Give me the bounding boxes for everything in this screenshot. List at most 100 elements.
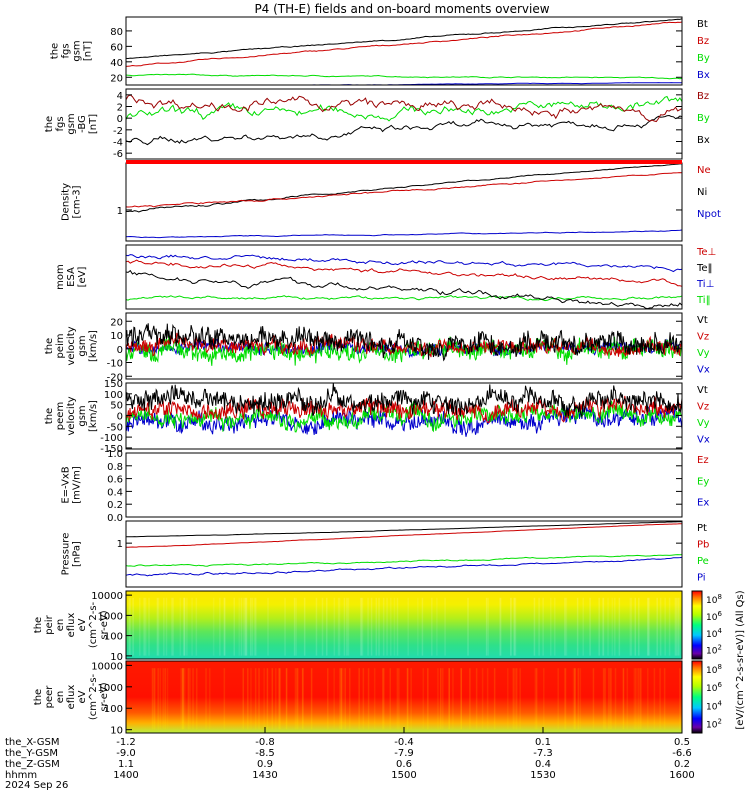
legend-label: Npot <box>697 209 721 220</box>
spectrogram-streak <box>437 668 439 730</box>
spectrogram-streak <box>564 668 567 730</box>
spectrogram-streak <box>493 668 496 730</box>
spectrogram-streak <box>278 668 280 730</box>
spectrogram-streak <box>386 597 388 656</box>
spectrogram-streak <box>607 597 609 656</box>
spectrogram-streak <box>295 597 298 656</box>
y-axis-label: [mV/m] <box>72 466 83 504</box>
panel-frame <box>125 590 683 660</box>
y-tick-label: -150 <box>100 444 123 455</box>
panel-3: 1 Ne Ni Npot Density [cm-3] <box>61 162 721 242</box>
y-axis-label: the <box>33 617 44 633</box>
spectrogram-streak <box>297 668 299 730</box>
spectrogram-streak <box>338 668 341 730</box>
spectrogram-streak <box>179 597 182 656</box>
spectrogram-streak <box>396 597 399 656</box>
y-tick-label: 0.6 <box>107 475 123 486</box>
series-line-Bt <box>125 18 683 60</box>
spectrogram-streak <box>285 668 288 730</box>
spectrogram-streak <box>360 597 362 656</box>
spectrogram-streak <box>340 668 343 730</box>
y-axis-label: the <box>33 689 44 705</box>
spectrogram-streak <box>564 668 566 730</box>
spectrogram-streak <box>542 597 544 656</box>
x-row-value: 1600 <box>669 770 694 781</box>
series-line-Vt <box>125 323 683 362</box>
spectrogram-streak <box>162 668 164 730</box>
spectrogram-streak <box>382 597 385 656</box>
y-axis-label: en <box>55 691 66 704</box>
y-axis-label: (cm^2-s- <box>88 601 99 648</box>
panel-frame <box>125 244 683 310</box>
panel-frame <box>125 312 683 380</box>
spectrogram-streak <box>172 597 174 656</box>
spectrogram-streak <box>486 668 489 730</box>
y-tick-label: 10 <box>110 726 123 737</box>
spectrogram-streak <box>244 597 246 656</box>
y-axis-label: fgs <box>55 116 66 131</box>
spectrogram-streak <box>148 597 150 656</box>
spectrogram-streak <box>156 597 159 656</box>
spectrogram-streak <box>165 597 168 656</box>
y-axis-label: mom <box>55 264 66 290</box>
y-axis-label: peim <box>55 333 66 358</box>
spectrogram-streak <box>509 597 512 656</box>
spectrogram-streak <box>549 597 552 656</box>
legend-label: Te‖ <box>696 263 713 274</box>
panel-7: 0.0 0.2 0.40.6 0.8 1.0 Ez Ey Ex E=-VxB [mV/m] <box>61 449 710 524</box>
y-tick-label: 20 <box>110 73 123 84</box>
y-tick-label: 4 <box>117 91 123 102</box>
spectrogram-streak <box>475 668 478 730</box>
legend-label: Vx <box>697 365 710 376</box>
spectrogram-streak <box>648 597 651 656</box>
spectrogram-streak <box>154 668 156 730</box>
y-tick-label: 0.8 <box>107 462 123 473</box>
legend-label: Ey <box>697 476 709 487</box>
spectrogram-streak <box>602 597 604 656</box>
spectrogram-streak <box>406 668 409 730</box>
legend-label: Bt <box>697 19 708 30</box>
y-tick-label: 60 <box>110 42 123 53</box>
spectrogram-streak <box>608 668 610 730</box>
spectrogram-streak <box>598 597 600 656</box>
y-tick-label: 80 <box>110 27 123 38</box>
legend-label: Ez <box>697 455 709 466</box>
legend-label: Pt <box>697 523 707 534</box>
y-tick-label: 1.0 <box>107 449 123 460</box>
legend-label: Vt <box>697 315 708 326</box>
spectrogram-streak <box>467 597 469 656</box>
spectrogram-streak <box>159 668 162 730</box>
series-line-By <box>125 73 683 80</box>
spectrogram-streak <box>195 597 198 656</box>
spectrogram-streak <box>171 597 173 656</box>
spectrogram-streak <box>565 597 568 656</box>
panel-2: -6-4-2024 Bz By Bx the fgs gsm -BG [nT] <box>44 88 710 160</box>
spectrogram-streak <box>422 668 425 730</box>
spectrogram-streak <box>360 597 362 656</box>
legend-label: Vz <box>697 332 709 343</box>
spectrogram-streak <box>180 668 182 730</box>
spectrogram-streak <box>139 597 141 656</box>
spectrogram-streak <box>238 597 241 656</box>
x-row-value: 0.2 <box>674 759 690 770</box>
series-line-Te⊥ <box>125 259 683 287</box>
colorbar-tick-label: 102 <box>706 644 722 657</box>
legend-label: Vt <box>697 385 708 396</box>
spectrogram-streak <box>347 597 350 656</box>
series-line-Ti‖ <box>125 294 683 302</box>
spectrogram-streak <box>442 668 444 730</box>
spectrogram-streak <box>664 597 666 656</box>
y-axis-label: the <box>44 408 55 424</box>
spectrogram-streak <box>342 668 344 730</box>
x-row-value: 1430 <box>252 770 277 781</box>
spectrogram-streak <box>293 597 296 656</box>
y-axis-label: [km/s] <box>88 330 99 362</box>
y-tick-label: 100 <box>104 704 123 715</box>
x-row-label: the_Y-GSM <box>5 748 58 759</box>
spectrogram-streak <box>223 597 225 656</box>
spectrogram-streak <box>638 668 641 730</box>
spectrogram-streak <box>582 597 584 656</box>
spectrogram-streak <box>622 668 625 730</box>
colorbar-layer: 108 106 104 102 108 106 104 102 [eV/(cm^2-s-sr-e… <box>691 590 746 734</box>
